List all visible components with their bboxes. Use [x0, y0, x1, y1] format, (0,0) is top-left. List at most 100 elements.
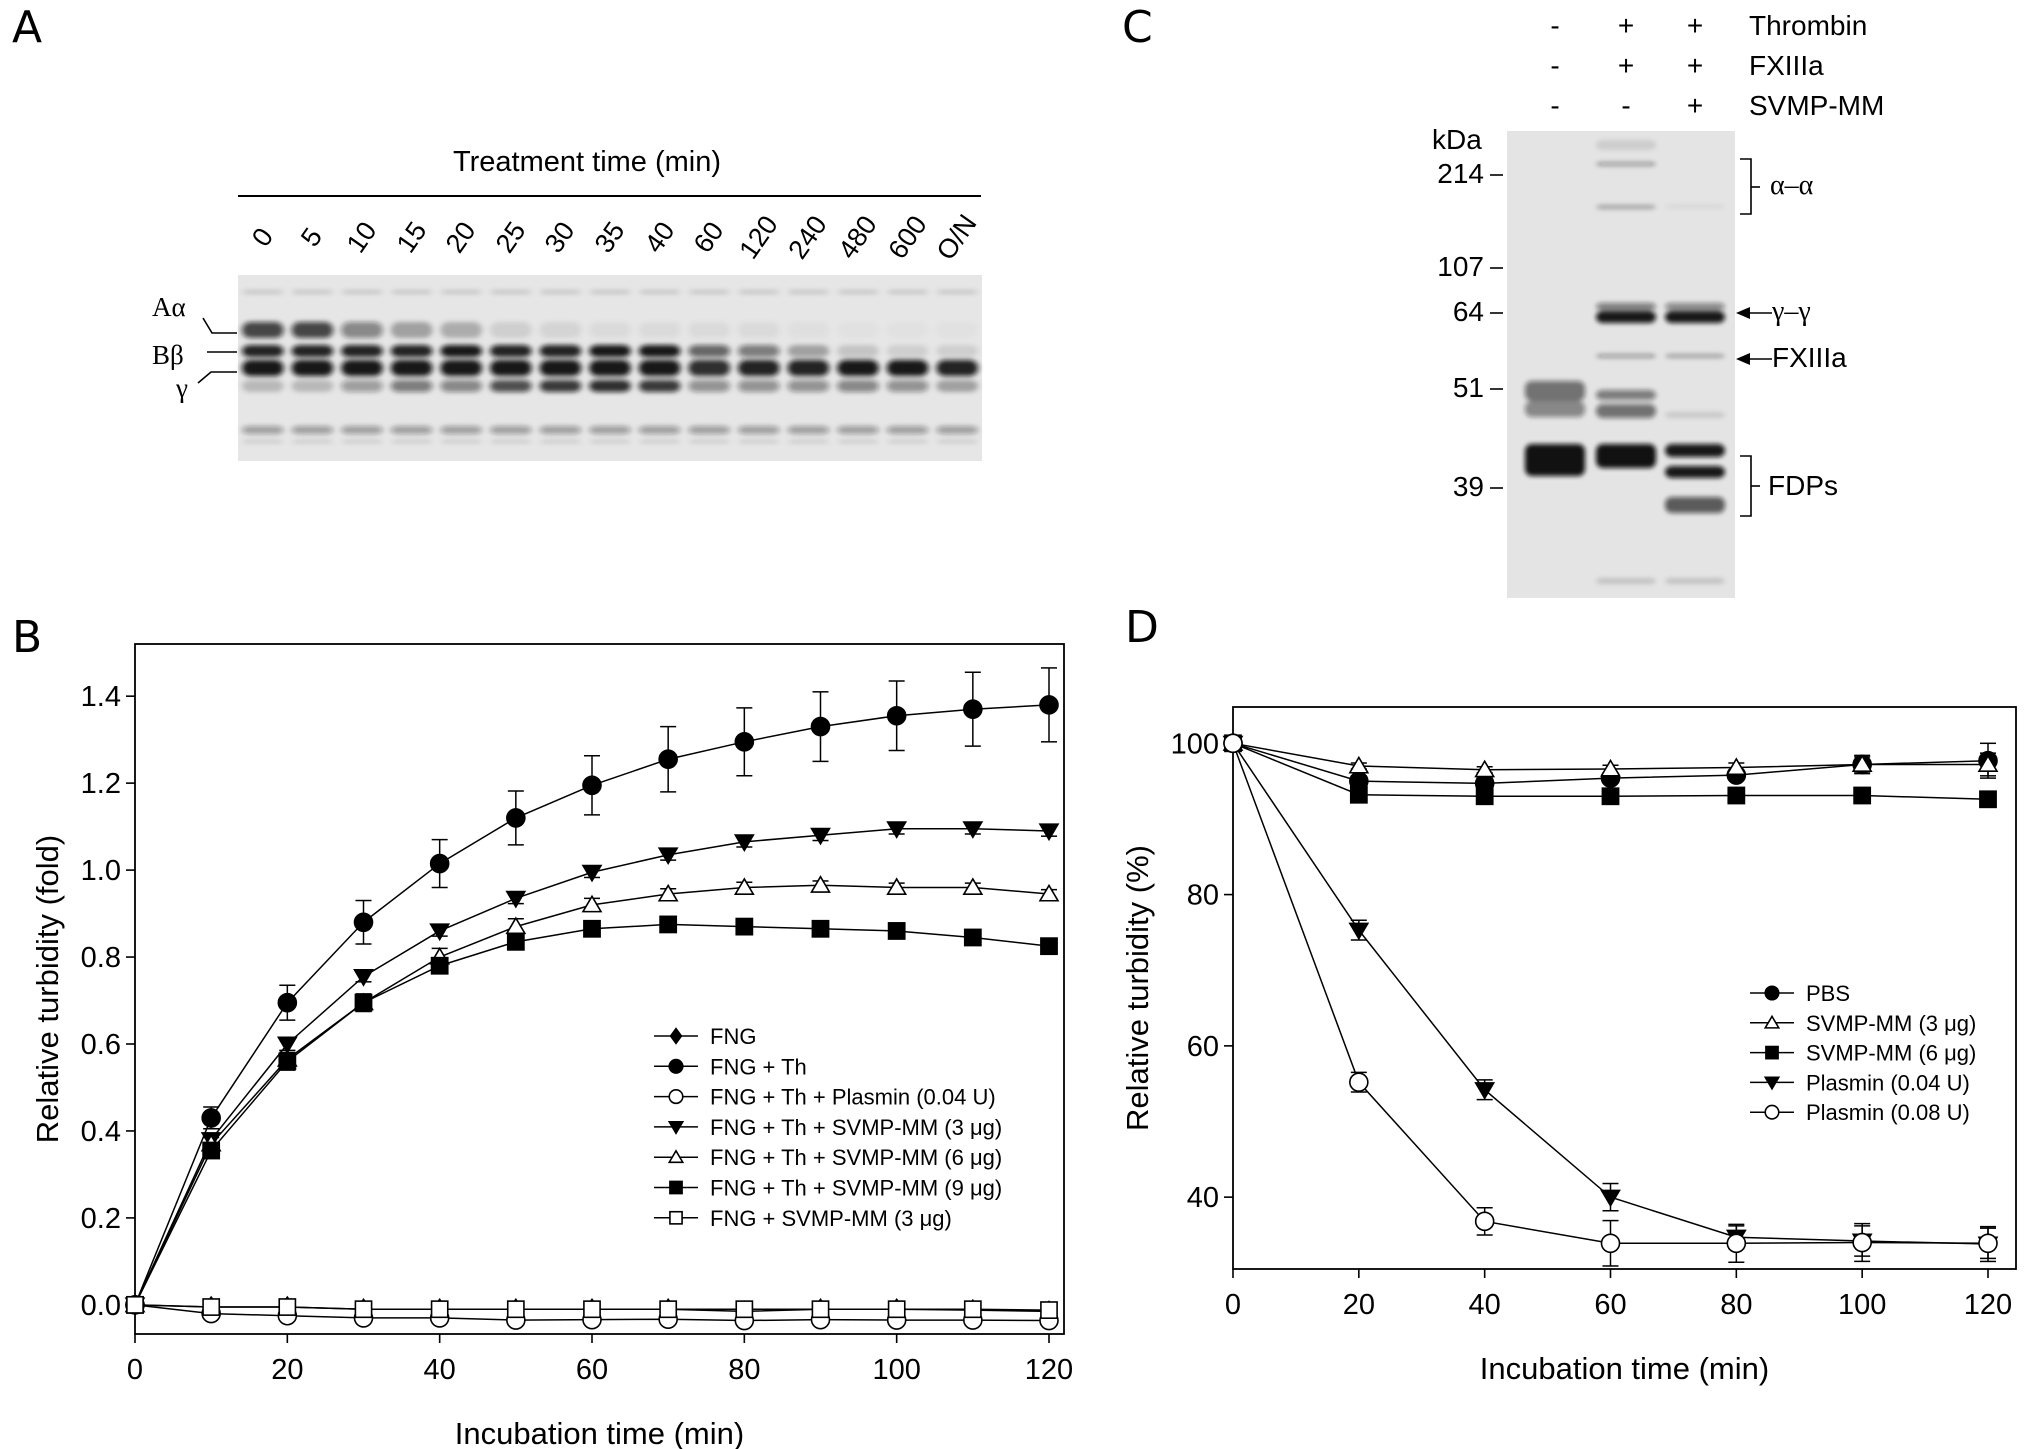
gel-a-band-bbeta	[787, 345, 830, 357]
gel-a-band-bbeta	[936, 345, 978, 357]
gel-a-band-aalpha	[936, 322, 978, 338]
gel-a-band-faint-top	[787, 290, 830, 294]
annotation-fdps: FDPs	[1768, 470, 1838, 501]
triangle-up-marker	[1725, 757, 1747, 776]
gel-a-band-aalpha	[341, 322, 383, 338]
y-axis-label: Relative turbidity (fold)	[30, 835, 65, 1143]
gel-a-band-aalpha	[242, 322, 284, 338]
gel-a-band-gamma-lower	[638, 380, 681, 392]
triangle-down-marker	[667, 1121, 685, 1135]
square-marker	[1349, 785, 1368, 804]
square-marker	[1475, 787, 1494, 806]
gel-a-band-gamma-lower	[242, 380, 284, 392]
legend-label: FNG + Th + SVMP-MM (6 μg)	[710, 1145, 1002, 1170]
square-marker	[1853, 786, 1872, 805]
treatment-sign: -	[1550, 50, 1560, 81]
gel-a-band-lowest	[837, 440, 879, 443]
gamma-connector	[197, 371, 237, 384]
gel-a-band-bbeta	[539, 345, 582, 357]
gel-a-header-rule	[238, 195, 981, 197]
gel-c-image	[1490, 131, 1772, 598]
triangle-down-marker	[353, 969, 374, 987]
x-tick-label: 20	[1343, 1289, 1375, 1321]
gel-a-band-lowest	[291, 440, 334, 443]
treatment-sign: +	[1617, 50, 1635, 81]
triangle-down-marker	[505, 890, 527, 909]
square-marker	[963, 1300, 982, 1319]
y-tick-label: 0.0	[81, 1290, 121, 1322]
annotation-fxiiia: FXIIIa	[1772, 342, 1847, 373]
gel-a-band-faint-top	[589, 290, 631, 294]
gel-a-band-gamma-lower	[738, 380, 780, 392]
series-square-open	[126, 1295, 1058, 1319]
triangle-down-marker	[581, 864, 603, 883]
gel-a-band-gamma-lower	[490, 380, 532, 392]
triangle-down-marker	[733, 834, 755, 852]
circle-marker	[582, 775, 602, 796]
x-tick-label: 80	[728, 1354, 760, 1386]
gel-a-band-lower	[688, 426, 730, 434]
marker-label: 39	[1452, 471, 1484, 502]
band	[1596, 404, 1656, 418]
legend-item: FNG + Th + SVMP-MM (9 μg)	[654, 1176, 1002, 1201]
band	[1665, 466, 1725, 478]
triangle-down-marker	[657, 847, 679, 865]
gel-a-band-gamma-lower	[589, 380, 631, 392]
square-marker	[430, 1300, 449, 1319]
x-tick-label: 120	[1964, 1289, 2012, 1321]
legend: FNG FNG + Th FNG + Th + Plasmin (0.04 U) FN…	[654, 1024, 1002, 1231]
x-tick-label: 20	[271, 1354, 303, 1386]
gel-a-band-faint-top	[242, 290, 284, 294]
legend-label: SVMP-MM (3 μg)	[1806, 1011, 1976, 1036]
marker-label: 51	[1452, 372, 1484, 403]
triangle-up-marker	[581, 894, 603, 913]
legend-item: PBS	[1750, 981, 1850, 1006]
square-marker	[1765, 1045, 1779, 1060]
triangle-up-marker	[886, 877, 908, 896]
x-tick-label: 100	[1838, 1289, 1886, 1321]
band	[1596, 162, 1656, 166]
gel-a-band-lowest	[787, 440, 830, 443]
treatment-sign: +	[1686, 10, 1704, 41]
arrow-head-icon	[1736, 307, 1750, 319]
square-marker	[735, 1300, 754, 1319]
circle-marker	[201, 1108, 221, 1128]
panel-label-b: B	[12, 612, 43, 663]
x-tick-label: 60	[576, 1354, 608, 1386]
band	[1596, 444, 1656, 468]
gel-c-bands	[1525, 140, 1725, 584]
band	[1596, 140, 1656, 150]
chart-b: 0 20 40 60 80 100 120 0.0 0.2 0.4 0.6 0.8 1.0 1.2 1.4 I…	[30, 643, 1073, 1449]
triangle-down-marker	[1474, 1082, 1496, 1100]
diamond-marker	[669, 1027, 683, 1045]
alpha-alpha-bracket	[1740, 158, 1752, 215]
square-marker	[963, 928, 982, 947]
gel-a-band-faint-top	[539, 290, 582, 294]
series-line	[1232, 742, 1989, 1245]
square-marker	[354, 1300, 373, 1319]
triangle-up-marker	[810, 875, 831, 893]
gel-a-band-lowest	[688, 440, 730, 443]
circle-marker	[1474, 1211, 1495, 1232]
gel-a-band-gamma	[341, 360, 383, 376]
square-marker	[430, 956, 449, 975]
band	[1525, 401, 1585, 417]
y-tick-label: 100	[1171, 728, 1219, 760]
band	[1665, 497, 1725, 513]
gel-a-band-lowest	[490, 440, 532, 443]
square-marker	[1727, 786, 1746, 805]
gel-a-band-bbeta	[738, 345, 780, 357]
x-tick-label: 40	[1469, 1289, 1501, 1321]
band	[1665, 354, 1725, 358]
square-marker	[735, 917, 754, 936]
x-axis-label: Incubation time (min)	[1480, 1351, 1769, 1386]
band	[1665, 311, 1725, 323]
x-tick-label: 100	[872, 1354, 920, 1386]
square-marker	[669, 1180, 683, 1195]
gel-a-band-gamma	[936, 360, 978, 376]
gel-a-band-lower	[936, 426, 978, 434]
gel-a-band-lowest	[738, 440, 780, 443]
triangle-up-marker	[1600, 758, 1621, 777]
gel-a-band-lowest	[341, 440, 383, 443]
band-label-aalpha: Aα	[152, 292, 186, 322]
